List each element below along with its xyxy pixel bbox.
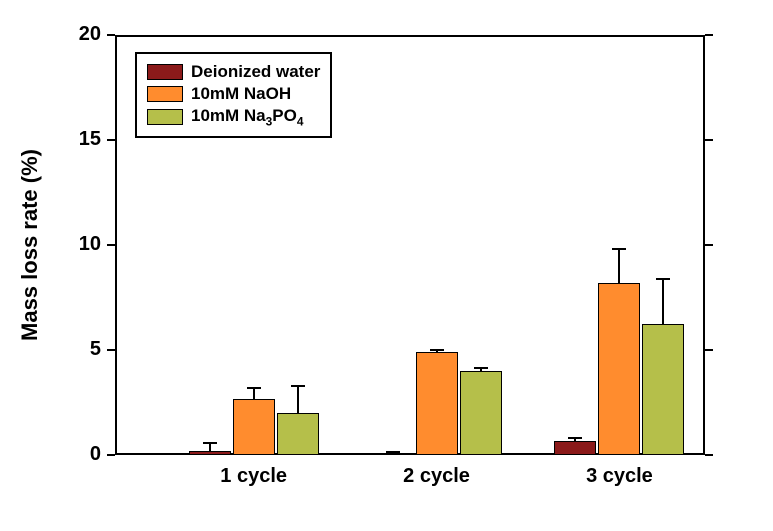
legend-label: 10mM NaOH [191, 84, 291, 104]
error-bar [253, 388, 255, 400]
x-tick-label: 1 cycle [194, 465, 314, 488]
y-tick-label: 15 [65, 128, 101, 151]
y-tick [107, 454, 115, 456]
chart-container: Mass loss rate (%) Deionized water10mM N… [0, 0, 773, 531]
bar [233, 399, 275, 455]
error-bar-cap [656, 278, 670, 280]
y-tick [107, 244, 115, 246]
legend-swatch [147, 109, 183, 125]
error-bar-cap [474, 367, 488, 369]
error-bar [662, 279, 664, 324]
y-tick-label: 20 [65, 23, 101, 46]
y-tick-label: 5 [65, 338, 101, 361]
legend-label: 10mM Na3PO4 [191, 106, 303, 128]
error-bar [618, 249, 620, 283]
y-tick [107, 139, 115, 141]
bar [460, 371, 502, 455]
bar [642, 324, 684, 455]
y-tick [107, 34, 115, 36]
bar [554, 441, 596, 455]
legend-item: Deionized water [147, 62, 320, 82]
bar [277, 413, 319, 455]
legend-item: 10mM NaOH [147, 84, 320, 104]
error-bar [209, 443, 211, 450]
y-tick [705, 244, 713, 246]
legend-swatch [147, 64, 183, 80]
bar [416, 352, 458, 455]
y-tick [107, 349, 115, 351]
y-tick [705, 349, 713, 351]
error-bar-cap [568, 437, 582, 439]
error-bar-cap [291, 385, 305, 387]
error-bar-cap [386, 451, 400, 453]
error-bar-cap [203, 442, 217, 444]
y-tick [705, 454, 713, 456]
legend-label: Deionized water [191, 62, 320, 82]
legend: Deionized water10mM NaOH10mM Na3PO4 [135, 52, 332, 138]
y-tick [705, 34, 713, 36]
bar [189, 451, 231, 455]
y-axis-label: Mass loss rate (%) [17, 149, 43, 341]
x-tick-label: 2 cycle [377, 465, 497, 488]
legend-swatch [147, 86, 183, 102]
error-bar-cap [430, 349, 444, 351]
error-bar [297, 386, 299, 413]
bar [598, 283, 640, 455]
error-bar-cap [612, 248, 626, 250]
y-tick-label: 0 [65, 443, 101, 466]
error-bar-cap [247, 387, 261, 389]
legend-item: 10mM Na3PO4 [147, 106, 320, 128]
bar [372, 453, 414, 455]
y-tick-label: 10 [65, 233, 101, 256]
y-tick [705, 139, 713, 141]
x-tick-label: 3 cycle [559, 465, 679, 488]
